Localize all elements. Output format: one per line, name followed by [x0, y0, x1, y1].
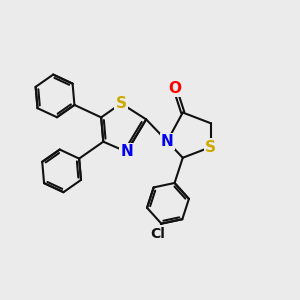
Text: N: N [161, 134, 173, 149]
Text: Cl: Cl [151, 226, 166, 241]
Text: S: S [116, 96, 127, 111]
Text: N: N [120, 144, 133, 159]
Text: O: O [169, 81, 182, 96]
Text: S: S [205, 140, 216, 154]
